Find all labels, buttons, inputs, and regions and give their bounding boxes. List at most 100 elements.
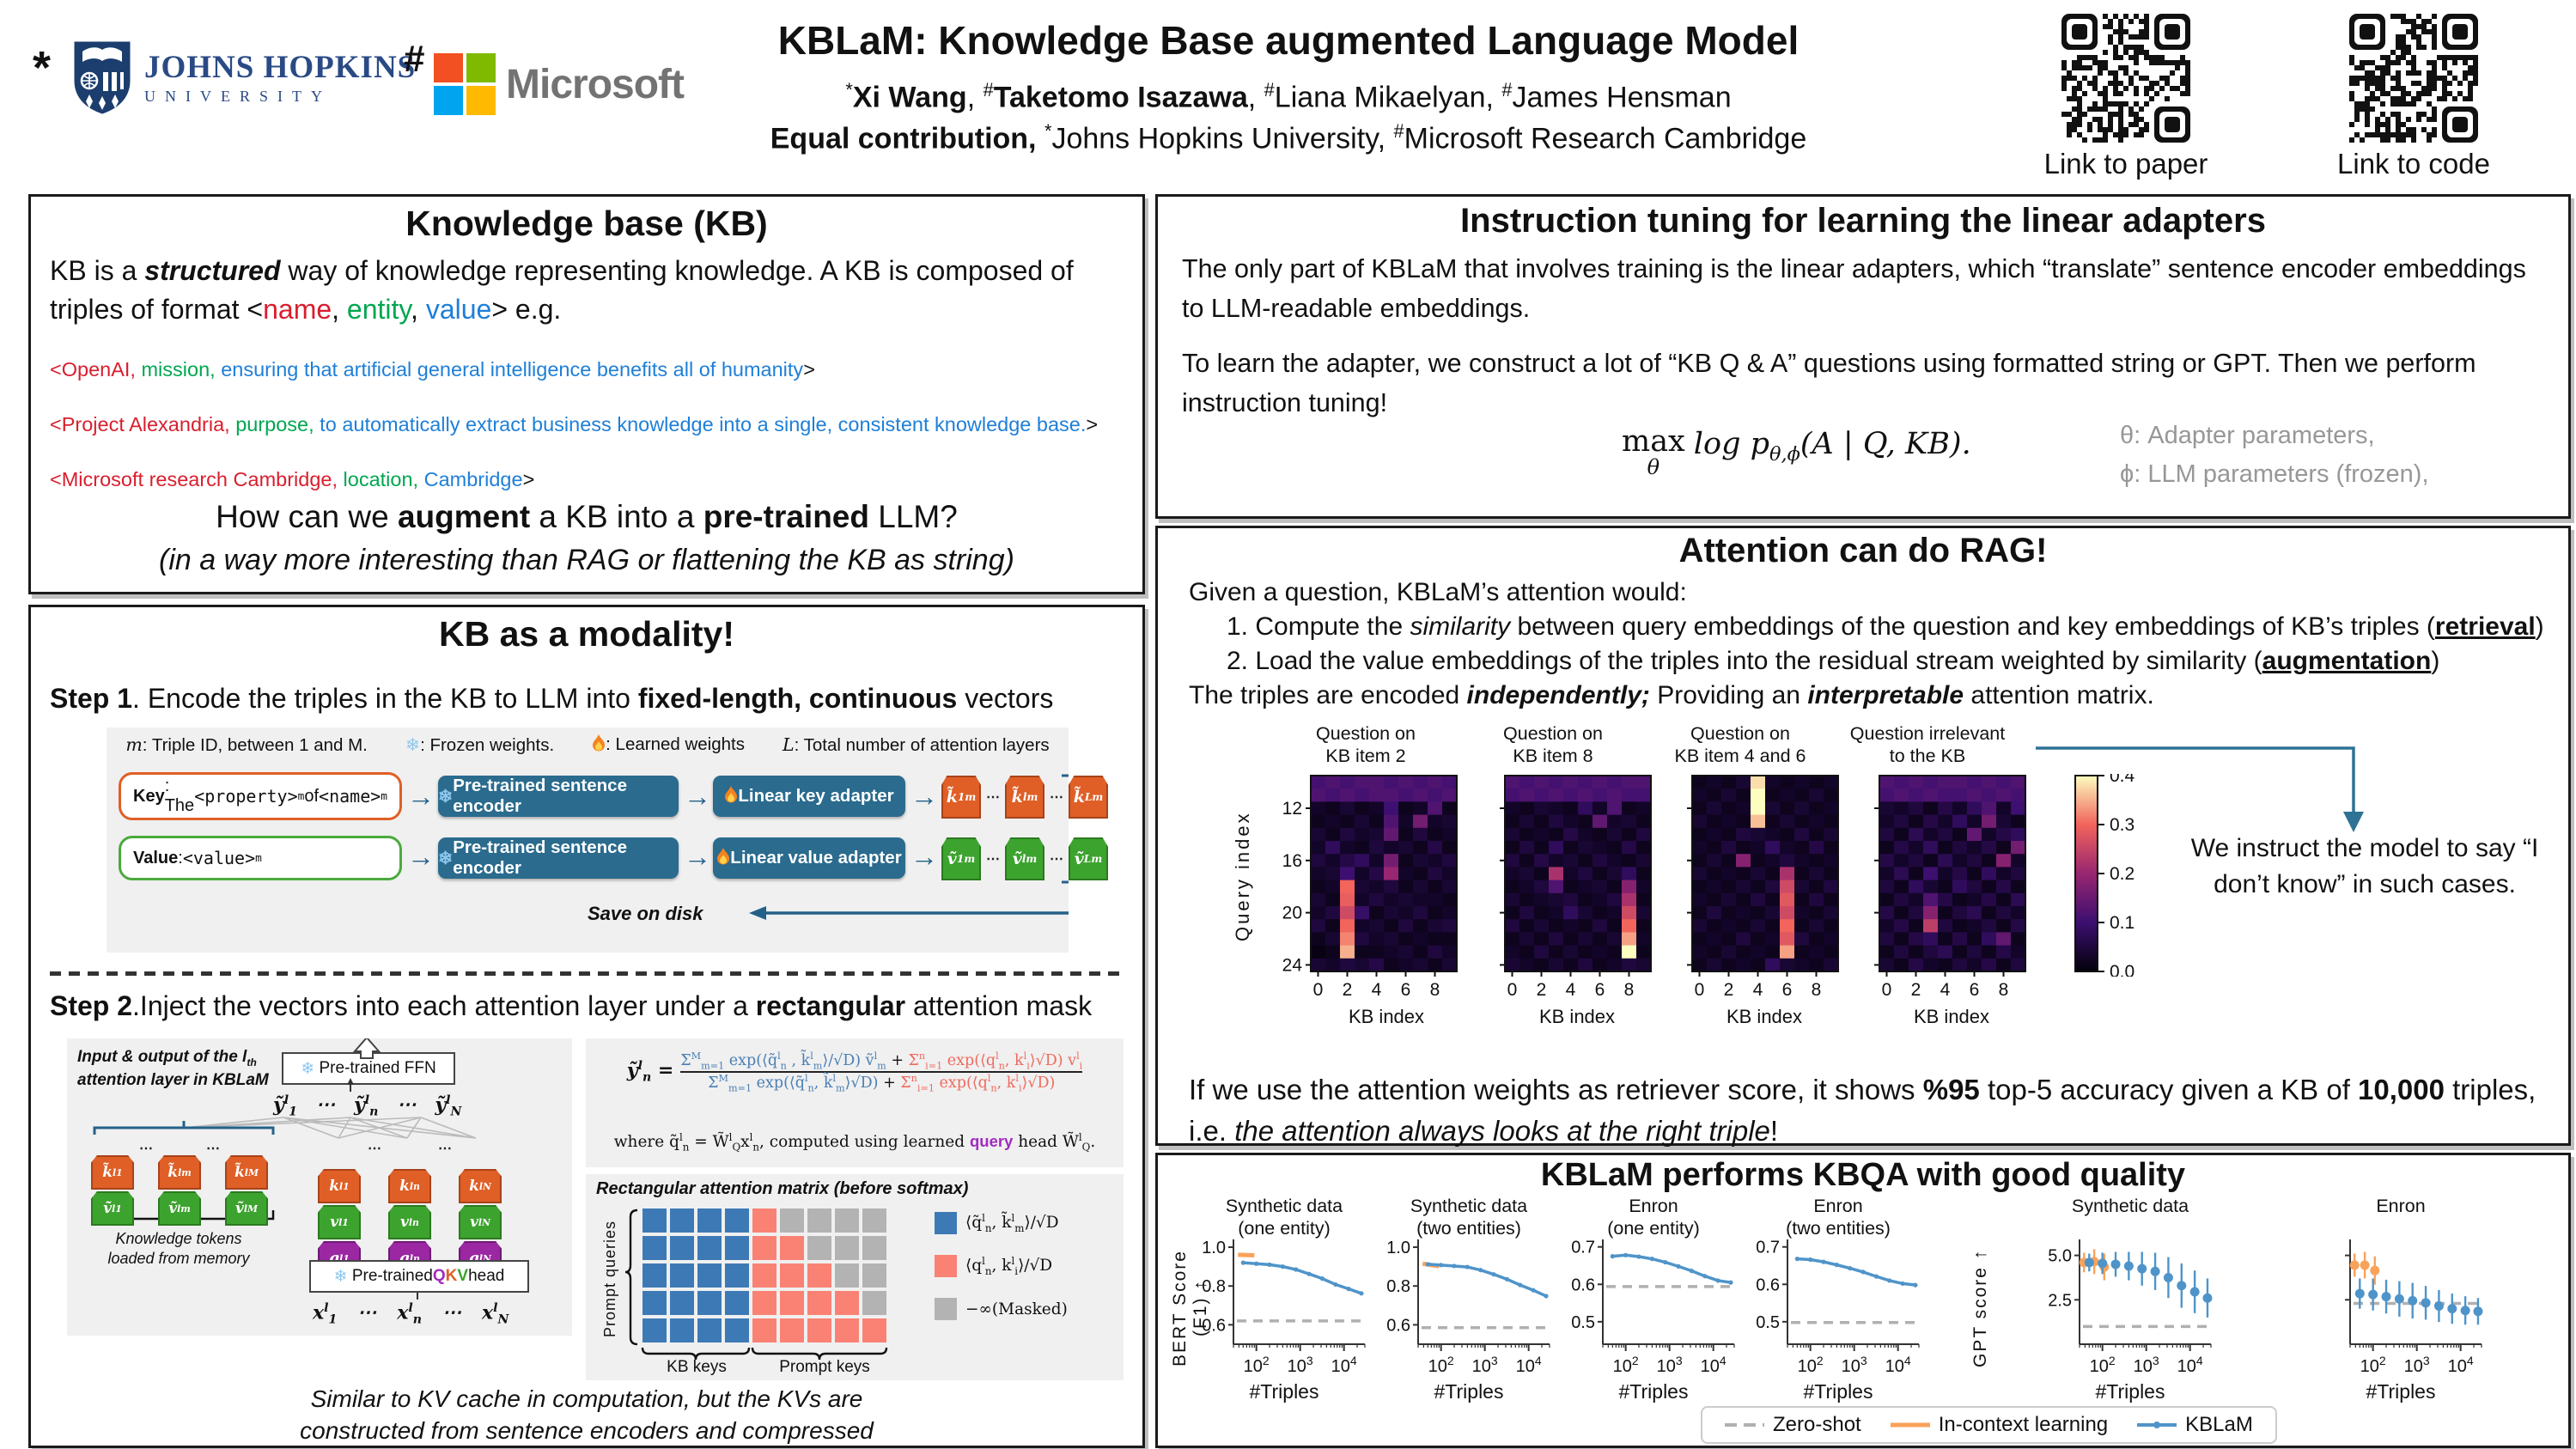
svg-text:0.0: 0.0 (2110, 962, 2134, 977)
flame-icon (725, 786, 738, 803)
rag-item-1: 1. Compute the similarity between query … (1227, 612, 2544, 641)
svg-text:103: 103 (1288, 1354, 1313, 1376)
tuning-panel: Instruction tuning for learning the line… (1155, 194, 2571, 519)
svg-text:0.6: 0.6 (1571, 1275, 1595, 1294)
flame-icon (724, 786, 738, 807)
svg-text:1.0: 1.0 (1386, 1239, 1410, 1257)
svg-text:5.0: 5.0 (2048, 1247, 2072, 1266)
prompt-queries-label: Prompt queries (601, 1220, 618, 1338)
arrow-icon: → (910, 781, 938, 812)
knowledge-tokens-caption: Knowledge tokens loaded from memory (107, 1230, 250, 1268)
flame-icon (593, 734, 606, 752)
qr-code-label: Link to code (2337, 148, 2490, 180)
svg-text:0.6: 0.6 (1202, 1316, 1226, 1335)
svg-text:0.7: 0.7 (1571, 1239, 1595, 1257)
gpt-plot-synth: 2.5 5.0 102 103 104 (2048, 1239, 2213, 1376)
step1-diagram: m: Triple ID, between 1 and M. ❄: Frozen… (107, 728, 1108, 953)
snowflake-icon: ❄ (405, 735, 421, 755)
triples-axis-label: #Triples (1803, 1380, 1873, 1403)
jhu-university: UNIVERSITY (144, 88, 332, 105)
kb-triple-2: <Project Alexandria, purpose, to automat… (50, 413, 1099, 435)
svg-text:102: 102 (2090, 1354, 2116, 1376)
formula-where-line: where q̃ln = W̃lQxln, computed using lea… (613, 1131, 1096, 1154)
triples-axis-label: #Triples (1618, 1380, 1689, 1403)
mask-title: Rectangular attention matrix (before sof… (596, 1179, 969, 1198)
step1-text: Step 1. Encode the triples in the KB to … (50, 683, 1054, 714)
dashed-divider (50, 971, 1122, 976)
qr-paper[interactable] (2061, 14, 2190, 143)
rag-line-0: Given a question, KBLaM’s attention woul… (1189, 578, 1687, 606)
svg-text:4: 4 (1940, 980, 1951, 1000)
svg-text:104: 104 (1885, 1354, 1911, 1376)
arrow-icon: → (684, 781, 711, 812)
step2-text: Step 2.Inject the vectors into each atte… (50, 990, 1093, 1021)
kbqa-panel: KBLaM performs KBQA with good quality BE… (1155, 1153, 2571, 1448)
bert-plot-enron-2: 0.5 0.6 0.7 102 103 104 (1756, 1239, 1920, 1376)
svg-text:0: 0 (1507, 980, 1518, 1000)
legend-layers: L: Total number of attention layers (782, 734, 1050, 755)
triples-axis-label: #Triples (1434, 1380, 1504, 1403)
kb-intro: KB is a structured way of knowledge repr… (50, 255, 1074, 326)
step2-attention-diagram: Input & output of the lth attention layer… (67, 1038, 572, 1336)
svg-text:2.5: 2.5 (2048, 1291, 2072, 1310)
svg-text:0.5: 0.5 (1571, 1313, 1595, 1332)
svg-text:0.1: 0.1 (2110, 913, 2134, 933)
svg-text:0.8: 0.8 (1386, 1277, 1410, 1296)
idk-arrow (2036, 746, 2364, 832)
arrow-icon: → (407, 781, 435, 812)
kb-index-label: KB index (1726, 1006, 1803, 1027)
tuning-panel-title: Instruction tuning for learning the line… (1460, 202, 2266, 240)
svg-text:8: 8 (1999, 980, 2009, 1000)
step2-diagram-label: Input & output of the lth attention layer… (77, 1048, 269, 1089)
svg-text:6: 6 (1782, 980, 1793, 1000)
snowflake-icon: ❄ (438, 848, 454, 868)
heatmap-title-2: Question on KB item 8 (1503, 723, 1603, 767)
svg-text:102: 102 (1244, 1354, 1270, 1376)
svg-text:8: 8 (1624, 980, 1635, 1000)
tuning-objective-formula: max θ log pθ,ϕ(A | Q, KB). (1622, 424, 1971, 479)
svg-text:104: 104 (2177, 1354, 2203, 1376)
key-input-box: Key: The <property> m of <name> m (119, 772, 402, 820)
microsoft-logo: Microsoft (434, 53, 685, 115)
key-encoder-box: ❄ Pre-trained sentence encoder (438, 776, 679, 817)
arrow-icon: → (684, 841, 711, 872)
jhu-shield-icon (74, 41, 131, 114)
flame-icon (592, 734, 606, 754)
svg-text:102: 102 (1428, 1354, 1454, 1376)
triples-axis-label: #Triples (1249, 1380, 1319, 1403)
legend-triple-id: m: Triple ID, between 1 and M. (125, 734, 368, 755)
heatmap-colorbar: 0.4 0.3 0.2 0.1 0.0 (2074, 774, 2135, 977)
svg-text:0.7: 0.7 (1756, 1239, 1780, 1257)
prompt-keys-label: Prompt keys (779, 1358, 870, 1376)
gpt-plot-enron: 102 103 104 (2345, 1239, 2483, 1376)
svg-text:0.6: 0.6 (1386, 1316, 1410, 1335)
svg-text:16: 16 (1282, 851, 1302, 871)
svg-text:103: 103 (1472, 1354, 1498, 1376)
legend-zero-shot: Zero-shot (1725, 1413, 1861, 1436)
modality-panel: KB as a modality! Step 1. Encode the tri… (28, 605, 1145, 1448)
x-input-row: xl1 ⋯ xln ⋯ xlN (313, 1301, 509, 1327)
value-adapter-box: Linear value adapter (713, 837, 905, 879)
qr-code[interactable] (2349, 14, 2478, 143)
svg-text:0.8: 0.8 (1202, 1277, 1226, 1296)
svg-text:24: 24 (1282, 955, 1303, 975)
plot-title-3: Enron (one entity) (1607, 1196, 1700, 1239)
qr-paper-label: Link to paper (2043, 148, 2208, 180)
microsoft-squares-icon (434, 53, 496, 115)
svg-text:0: 0 (1695, 980, 1705, 1000)
formula-lhs: ỹln = (626, 1059, 674, 1086)
arrow-icon: → (407, 841, 435, 872)
bert-plot-synth-1: 0.6 0.8 1.0 102 103 104 (1202, 1239, 1366, 1376)
query-index-axis-label: Query index (1232, 811, 1253, 941)
key-adapter-box: Linear key adapter (713, 776, 905, 817)
